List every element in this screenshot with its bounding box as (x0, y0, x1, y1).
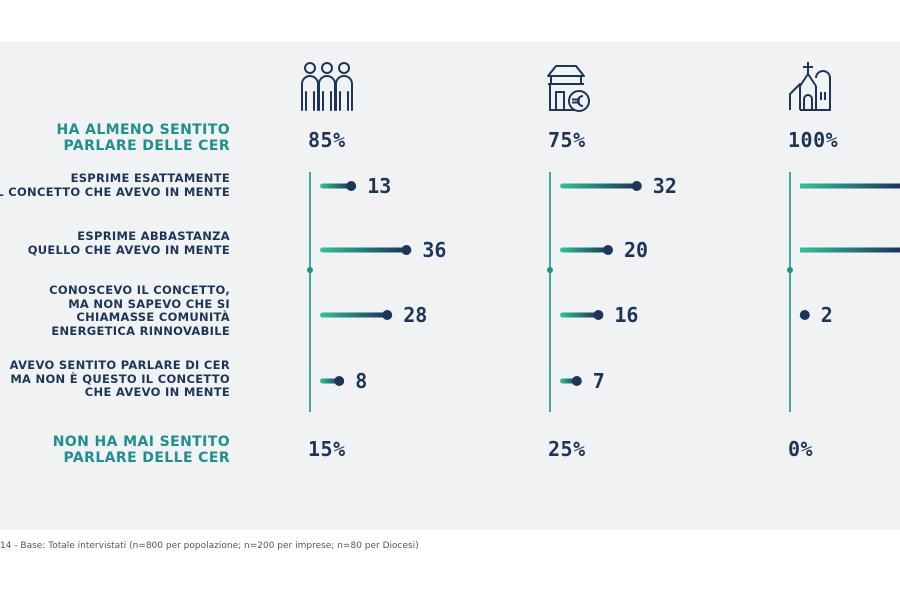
category-label-2-line-4: ENERGETICA RINNOVABILE (51, 323, 230, 338)
category-label-1-line-2: QUELLO CHE AVEVO IN MENTE (27, 242, 230, 257)
bar-0-2 (320, 312, 388, 318)
bar-value-1-1: 20 (624, 238, 648, 262)
heard-pct-2: 100% (788, 128, 839, 152)
bar-dot-2-2 (799, 310, 810, 320)
bar-value-0-3: 8 (355, 369, 367, 393)
heard-label-line-2: PARLARE DELLE CER (63, 138, 230, 154)
never-heard-pct-1: 25% (548, 437, 586, 461)
bar-0-0 (320, 183, 352, 189)
bar-value-0-2: 28 (403, 303, 427, 327)
bar-1-1 (560, 247, 608, 253)
bar-value-1-0: 32 (653, 174, 677, 198)
heard-label: HA ALMENO SENTITO PARLARE DELLE CER (56, 122, 230, 154)
category-label-0-line-2: IL CONCETTO CHE AVEVO IN MENTE (0, 184, 230, 199)
never-heard-pct-0: 15% (308, 437, 346, 461)
bar-value-1-2: 16 (614, 303, 638, 327)
category-label-3-line-2: MA NON È QUESTO IL CONCETTO (10, 371, 230, 386)
footnote: 14 - Base: Totale intervistati (n=800 pe… (0, 541, 419, 551)
category-label-1-line-1: ESPRIME ABBASTANZA (77, 229, 230, 243)
category-label-2: CONOSCEVO IL CONCETTO, MA NON SAPEVO CHE… (49, 283, 230, 338)
category-label-0: ESPRIME ESATTAMENTE IL CONCETTO CHE AVEV… (0, 171, 230, 199)
bar-2-1 (800, 247, 900, 253)
category-label-0-line-1: ESPRIME ESATTAMENTE (70, 171, 230, 185)
category-label-2-line-1: CONOSCEVO IL CONCETTO, (49, 283, 230, 297)
bar-dot-0-2 (382, 310, 393, 320)
bar-value-2-2: 2 (821, 303, 833, 327)
bar-dot-1-0 (631, 181, 642, 191)
never-heard-label-line-2: PARLARE DELLE CER (63, 450, 230, 466)
category-label-2-line-2: MA NON SAPEVO CHE SI (68, 296, 230, 311)
bar-value-0-1: 36 (422, 238, 446, 262)
never-heard-label-line-1: NON HA MAI SENTITO (52, 434, 230, 450)
category-label-2-line-3: CHIAMASSE COMUNITÀ (76, 310, 230, 324)
bar-dot-1-2 (593, 310, 604, 320)
chart-panel (0, 42, 900, 530)
bar-1-0 (560, 183, 637, 189)
axis-marker-2 (787, 267, 793, 273)
never-heard-label: NON HA MAI SENTITO PARLARE DELLE CER (53, 434, 230, 466)
bar-0-1 (320, 247, 407, 253)
category-label-3-line-1: AVEVO SENTITO PARLARE DI CER (9, 358, 230, 372)
never-heard-pct-2: 0% (788, 437, 814, 461)
bar-dot-0-0 (346, 181, 357, 191)
axis-marker-1 (547, 267, 553, 273)
heard-pct-1: 75% (548, 128, 586, 152)
bar-dot-1-1 (603, 245, 613, 255)
category-label-3-line-3: CHE AVEVO IN MENTE (84, 385, 230, 399)
bar-2-0 (800, 183, 900, 189)
bar-dot-1-3 (571, 376, 582, 386)
axis-marker-0 (307, 267, 313, 273)
bar-dot-0-3 (334, 376, 345, 386)
bar-dot-0-1 (401, 245, 412, 255)
heard-label-line-1: HA ALMENO SENTITO (56, 122, 230, 138)
bar-value-1-3: 7 (593, 369, 605, 393)
bar-value-0-0: 13 (367, 174, 391, 198)
category-label-1: ESPRIME ABBASTANZA QUELLO CHE AVEVO IN M… (27, 229, 230, 257)
bar-1-2 (560, 312, 599, 318)
category-label-3: AVEVO SENTITO PARLARE DI CER MA NON È QU… (9, 358, 230, 400)
heard-pct-0: 85% (308, 128, 346, 152)
